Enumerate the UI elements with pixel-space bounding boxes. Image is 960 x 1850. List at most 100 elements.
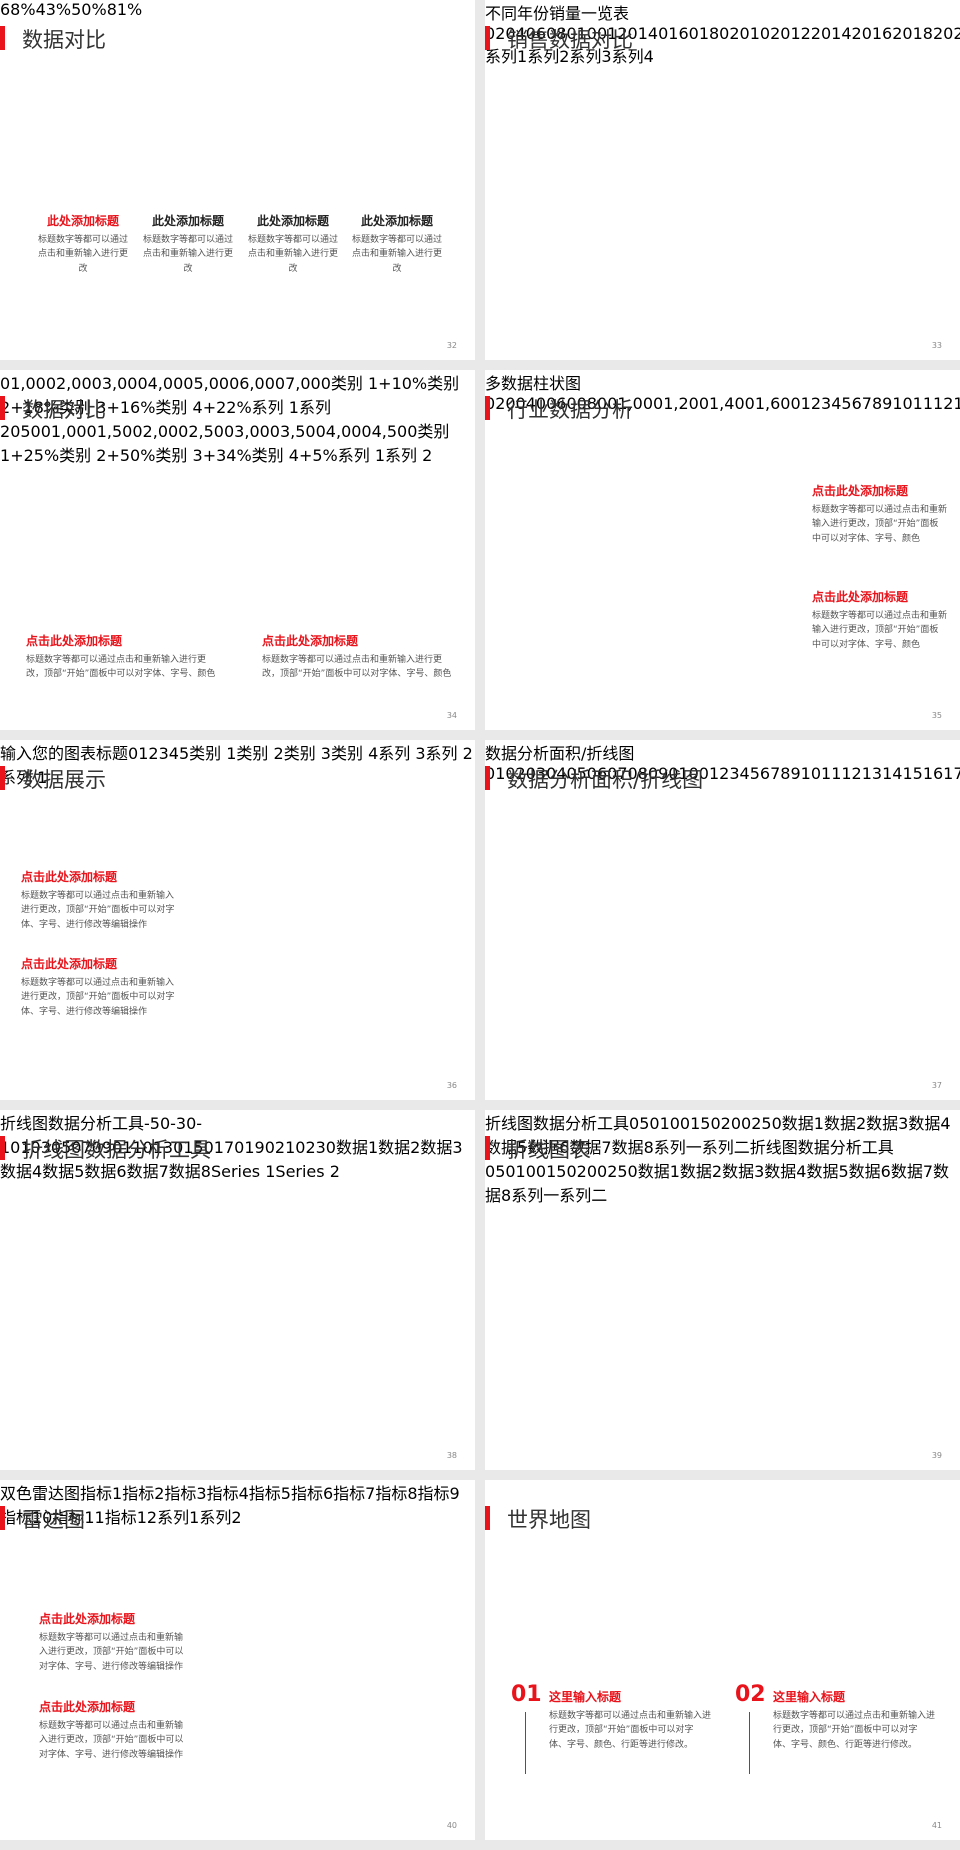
title-accent [485,766,490,790]
block-text: 标题数字等都可以通过点击和重新输入进行更改，顶部“开始”面板中可以对字体、字号、… [262,655,452,680]
legend-label: 系列 2 [385,446,433,465]
y-tick-label: 6,000 [239,374,286,393]
x-tick-label: 11 [821,764,842,783]
block-text: 标题数字等都可以通过点击和重新输入进行更改 [247,235,338,274]
block-heading: 点击此处添加标题 [262,634,359,648]
legend-label: 系列二 [701,1138,750,1157]
x-tick-label: 8 [871,394,883,413]
title-accent [0,1506,5,1530]
x-tick-label: 1 [800,394,811,413]
x-tick-label: 类别 1 [330,374,379,393]
legend-label: 系列1 [157,1508,200,1527]
y-tick-label: 4,500 [371,422,418,441]
slide-canvas: 68%43%50%81% [0,0,142,19]
y-tick-label: 50 [639,1114,660,1133]
y-tick-label: 3,500 [279,422,326,441]
slide-title: 世界地图 [507,1508,591,1532]
title-accent [0,396,5,420]
y-tick-label: 1,500 [96,422,143,441]
slide: 数据分析面积/折线图010203040506070809010012345678… [485,740,960,1100]
x-tick-label: 数据1 [335,1138,379,1157]
legend-label: 系列2 [199,1508,242,1527]
block-heading: 这里输入标题 [549,1690,622,1704]
page-number: 36 [446,1081,457,1090]
y-tick-label: 250 [607,1162,638,1181]
x-tick-label: 5 [749,764,760,783]
legend-label: 系列 2 [425,744,473,763]
x-tick-label: 类别 2 [0,374,460,417]
y-tick-label: 7,000 [285,374,331,393]
y-tick-label: 110 [122,1138,153,1157]
x-tick-label: 13 [953,394,960,413]
y-tick-label: 70 [617,764,638,783]
x-tick-label: 2012 [770,24,811,43]
chart-title: 多数据柱状图 [485,374,582,393]
legend-label: 系列2 [527,47,570,66]
change-label: +10% [378,374,428,393]
slide: 68%43%50%81% 数据对比 32 此处添加标题 标题数字等都可以通过点击和重新输… [0,0,475,360]
legend-label: Series 2 [275,1162,340,1181]
chart-title: 不同年份销量一览表 [485,4,630,23]
y-tick-label: 130 [152,1138,184,1157]
chart-title: 输入您的图表标题 [0,744,129,763]
text-block: 点击此处添加标题 标题数字等都可以通过点击和重新输入进行更改，顶部“开始”面板中可… [21,868,181,932]
x-tick-label: 数据7 [126,1162,169,1181]
y-tick-label: 400 [525,394,557,413]
slide: 不同年份销量一览表0204060801001201401601802010201… [485,0,960,360]
text-block: 这里输入标题 标题数字等都可以通过点击和重新输入进行更改，顶部“开始”面板中可以对… [773,1688,935,1752]
chart-title: 双色雷达图 [0,1484,81,1503]
x-tick-label: 数据8 [485,1162,950,1205]
x-tick-label: 12 [841,764,862,783]
y-tick-label: 1,200 [663,394,709,413]
x-tick-label: 类别 3 [59,398,107,417]
slide-title: 数据分析面积/折线图 [507,768,704,792]
text-block: 点击此处添加标题 标题数字等都可以通过点击和重新输入进行更改，顶部“开始”面板中可… [21,955,181,1019]
y-tick-label: 3,000 [101,374,148,393]
x-tick-label: 数据6 [84,1162,127,1181]
item-divider [525,1712,526,1774]
block-heading: 此处添加标题 [151,214,224,228]
y-tick-label: 1,600 [754,394,801,413]
slide-title: 数据对比 [22,28,106,52]
slide-canvas: 折线图数据分析工具-50-30-101030507090110130150170… [0,1110,475,1182]
y-tick-label: 10 [495,764,516,783]
block-text: 标题数字等都可以通过点击和重新输入进行更改，顶部“开始”面板中可以对字体、字号、… [21,891,175,930]
legend-label: 系列3 [569,47,612,66]
block-text: 标题数字等都可以通过点击和重新输入进行更改，顶部“开始”面板中可以对字体、字号、… [26,655,216,680]
change-label: +5% [298,446,338,465]
change-label: +16% [106,398,156,417]
slide-title: 折线图数据分析工具 [22,1138,211,1162]
y-tick-label: 5,000 [193,374,240,393]
ring-label: 50% [71,0,107,19]
block-heading: 点击此处添加标题 [26,634,123,648]
x-tick-label: 4 [168,744,179,763]
text-block: 点击此处添加标题 标题数字等都可以通过点击和重新输入进行更改，顶部“开始”面板中可… [812,588,947,652]
slide-title: 销售数据对比 [507,28,633,52]
x-tick-label: 2014 [810,24,852,43]
y-tick-label: 150 [546,1162,577,1181]
x-tick-label: 类别 2 [59,446,107,465]
x-tick-label: 9 [882,394,893,413]
x-tick-label: 6 [851,394,862,413]
legend-label: 系列 1 [251,398,299,417]
legend-label: 系列二 [559,1186,608,1205]
block-heading: 点击此处添加标题 [21,957,118,971]
y-tick-label: 200 [495,394,526,413]
x-tick-label: 6 [759,764,771,783]
x-tick-label: 类别 4 [251,446,299,465]
ring-label: 43% [35,0,72,19]
y-tick-label: 60 [535,24,557,43]
y-tick-label: 20 [515,764,536,783]
y-tick-label: 类别 3 [283,744,331,763]
y-tick-label: 0 [485,1162,496,1181]
chart-title: 数据分析面积/折线图 [485,744,635,763]
y-tick-label: 类别 1 [189,744,237,763]
x-tick-label: 12 [933,394,954,413]
x-tick-label: 类别 1 [0,422,450,465]
block-heading: 点击此处添加标题 [812,590,909,604]
x-tick-label: 13 [861,764,883,783]
y-tick-label: 100 [659,1114,691,1133]
slide: 双色雷达图指标1指标2指标3指标4指标5指标6指标7指标8指标9 指标10指标11… [0,1480,475,1840]
y-tick-label: 2,000 [142,422,189,441]
